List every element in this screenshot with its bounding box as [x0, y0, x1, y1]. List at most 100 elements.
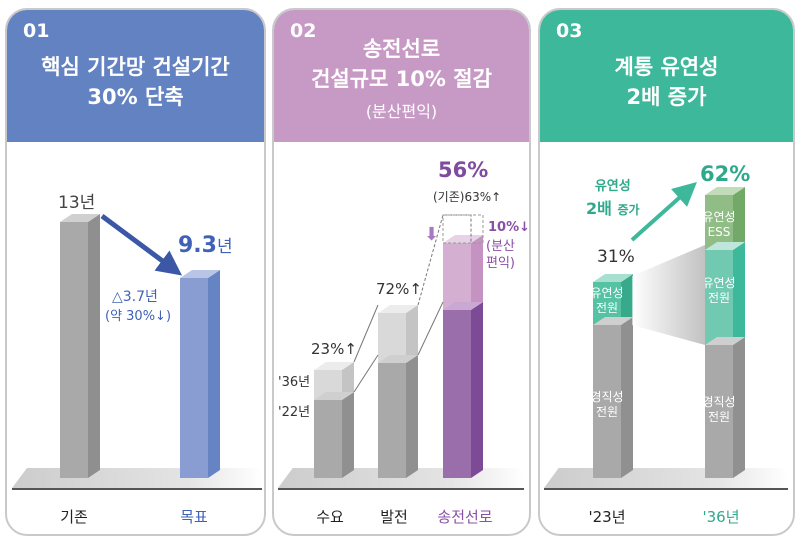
bar-base-top — [60, 214, 100, 222]
bar-36-flex-top — [705, 242, 745, 250]
bar-gen-36-front — [378, 313, 406, 363]
label-delta: △3.7년 — [112, 289, 158, 305]
bar-demand-22-front — [314, 400, 342, 478]
bar-36-rigid-top — [705, 337, 745, 345]
bar-36-ess-top — [705, 187, 745, 195]
category-label-base: 기존 — [60, 508, 88, 526]
bar-target-side — [208, 270, 220, 478]
label-demand-growth: 23%↑ — [311, 340, 357, 358]
bar-demand-22-top — [314, 392, 354, 400]
bar-36-rigid-side — [733, 337, 745, 478]
axis-line — [278, 488, 524, 490]
growth-line-1: 유연성 — [594, 179, 631, 194]
panel-number: 03 — [556, 20, 583, 42]
label-delta-pct: (약 30%↓) — [105, 309, 172, 324]
bar-23-flex-top — [593, 274, 633, 282]
growth-2x: 2배 — [586, 199, 612, 218]
panel-title: 계통 유연성 2배 증가 — [540, 52, 793, 112]
category-label-line: 송전선로 — [437, 508, 493, 526]
label-growth: 유연성 2배 증가 — [586, 174, 640, 221]
bar-line-22-top — [443, 302, 483, 310]
bar-line-36-front — [443, 243, 471, 310]
bar-36-ess-front — [705, 195, 733, 250]
target-unit: 년 — [216, 237, 233, 257]
label-base-13: 13년 — [58, 193, 96, 213]
bar-line-22-side — [471, 302, 483, 478]
t: 경직성 — [702, 395, 736, 409]
target-value: 9.3 — [178, 233, 217, 258]
panel-header: 03 계통 유연성 2배 증가 — [540, 10, 793, 142]
axis-line — [544, 488, 788, 490]
category-label-target: 목표 — [180, 508, 208, 526]
t: 전원 — [707, 291, 731, 305]
t: 유연성 — [702, 276, 736, 290]
arrow-down-icon: ⬇ — [424, 224, 440, 245]
bar-gen-22-top — [378, 355, 418, 363]
panel-construction-period: 01 핵심 기간망 건설기간 30% 단축 — [5, 8, 266, 536]
label-line-56: 56% — [438, 158, 489, 182]
bar-base-side — [88, 214, 100, 478]
t: 전원 — [595, 405, 619, 419]
bar-36-flex-front — [705, 250, 733, 345]
label-target-93: 9.3년 — [178, 232, 233, 258]
label-line-base: (기존)63%↑ — [433, 190, 502, 204]
bar-target-top — [180, 270, 220, 278]
axis-line — [12, 488, 262, 490]
bar-23-rigid-front — [593, 325, 621, 478]
bar-gen-22-side — [406, 355, 418, 478]
label-reduction: 10%↓ — [488, 220, 531, 235]
panel-subtitle: (분산편익) — [365, 102, 438, 121]
panel-number: 01 — [23, 20, 50, 42]
panel-title: 핵심 기간망 건설기간 30% 단축 — [7, 52, 264, 112]
note-line-1: (분산 — [486, 239, 515, 254]
ground-plane — [12, 468, 262, 488]
t: 유연성 — [702, 210, 736, 224]
bar-23-flex-side — [621, 274, 633, 325]
title-line-2: 30% 단축 — [87, 85, 184, 109]
t: 전원 — [595, 301, 619, 315]
panel-grid-flexibility: 03 계통 유연성 2배 증가 — [538, 8, 795, 536]
label-31pct: 31% — [597, 247, 635, 267]
bar-line-36-side — [471, 235, 483, 310]
label-flex-36: 유연성 전원 — [701, 276, 737, 306]
bar-demand-22-side — [342, 392, 354, 478]
category-label-demand: 수요 — [316, 508, 344, 526]
t: ESS — [707, 225, 731, 239]
t: 유연성 — [590, 286, 624, 300]
label-62pct: 62% — [700, 162, 751, 186]
t: 경직성 — [590, 390, 624, 404]
category-label-36: '36년 — [702, 508, 740, 526]
label-gen-growth: 72%↑ — [376, 280, 422, 298]
title-line-1: 계통 유연성 — [614, 55, 719, 79]
bar-demand-36-side — [342, 362, 354, 400]
bar-23-rigid-top — [593, 317, 633, 325]
category-label-23: '23년 — [588, 508, 626, 526]
bar-demand-36-top — [314, 362, 354, 370]
category-label-gen: 발전 — [380, 508, 408, 526]
label-flex-23: 유연성 전원 — [589, 286, 625, 316]
title-line-2: 2배 증가 — [626, 85, 707, 109]
bar-line-22-front — [443, 310, 471, 478]
panel-header: 01 핵심 기간망 건설기간 30% 단축 — [7, 10, 264, 142]
bar-36-rigid-front — [705, 345, 733, 478]
bar-target-front — [180, 278, 208, 478]
title-line-1: 송전선로 — [362, 37, 441, 61]
bar-gen-36-side — [406, 305, 418, 363]
bar-gen-22-front — [378, 363, 406, 478]
label-year-22: '22년 — [278, 405, 311, 420]
label-ess-36: 유연성 ESS — [701, 210, 737, 240]
panel-number: 02 — [290, 20, 317, 42]
note-line-2: 편익) — [486, 256, 515, 271]
label-year-36: '36년 — [278, 375, 311, 390]
bar-36-ess-side — [733, 187, 745, 250]
bar-36-flex-side — [733, 242, 745, 345]
bar-23-rigid-side — [621, 317, 633, 478]
title-line-2: 건설규모 10% 절감 — [311, 67, 492, 91]
label-rigid-36: 경직성 전원 — [701, 395, 737, 425]
title-line-1: 핵심 기간망 건설기간 — [41, 55, 230, 79]
growth-increase: 증가 — [617, 203, 640, 217]
bar-gen-36-top — [378, 305, 418, 313]
